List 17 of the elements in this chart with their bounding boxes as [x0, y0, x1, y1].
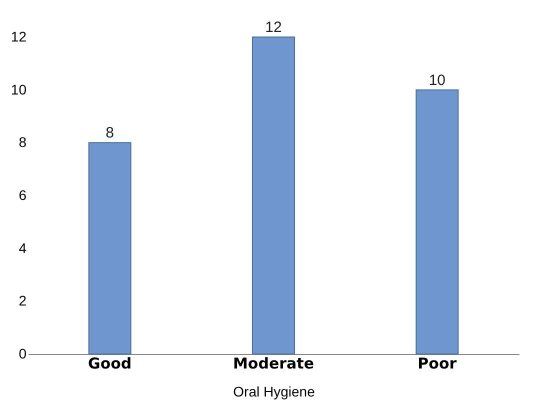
x-tick-label: Poor: [418, 354, 458, 372]
y-tick-label: 6: [18, 187, 27, 203]
x-axis-title: Oral Hygiene: [233, 384, 316, 400]
bar: [88, 142, 132, 354]
data-label: 12: [265, 19, 282, 36]
data-label: 10: [428, 72, 446, 89]
y-tick-label: 0: [18, 346, 27, 362]
bar: [416, 89, 459, 354]
y-tick-label: 10: [10, 81, 27, 98]
x-tick-label: Good: [88, 354, 132, 372]
y-tick-label: 12: [10, 28, 27, 44]
y-tick-label: 8: [18, 134, 27, 150]
data-label: 8: [106, 124, 114, 142]
y-tick-label: 2: [18, 292, 27, 309]
y-tick-label: 4: [18, 240, 27, 256]
bar: [252, 36, 295, 354]
x-tick-label: Moderate: [232, 354, 314, 372]
